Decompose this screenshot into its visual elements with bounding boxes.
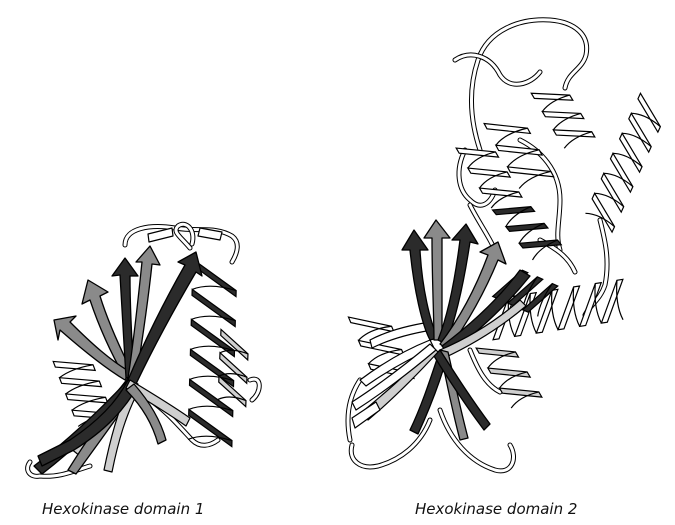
caption-domain2: Hexokinase domain 2 bbox=[415, 500, 578, 518]
domain1-beta-sheet bbox=[33, 245, 203, 475]
domain1-right-helix bbox=[187, 258, 249, 448]
domain1-helix-right-back bbox=[217, 328, 249, 408]
domain2-coils bbox=[345, 17, 610, 474]
domain2-helix-top bbox=[483, 122, 555, 189]
domain2-beta-sheet bbox=[351, 219, 531, 441]
domain2-helix-far-right bbox=[585, 92, 662, 234]
domain1-helix-right bbox=[187, 258, 237, 448]
domain2-ribbon bbox=[345, 17, 662, 474]
domain2-helix-long bbox=[492, 278, 624, 341]
domain1-coils bbox=[25, 221, 262, 479]
domain2-helix-top-right bbox=[530, 92, 596, 149]
domain2-helix-lower bbox=[475, 347, 543, 409]
domain2-helix-mid bbox=[491, 206, 563, 261]
domain1-ribbon bbox=[25, 221, 262, 479]
domain1-top-strands bbox=[147, 227, 223, 243]
domain2-helix-top-left bbox=[455, 147, 523, 209]
caption-domain1: Hexokinase domain 1 bbox=[42, 500, 205, 518]
